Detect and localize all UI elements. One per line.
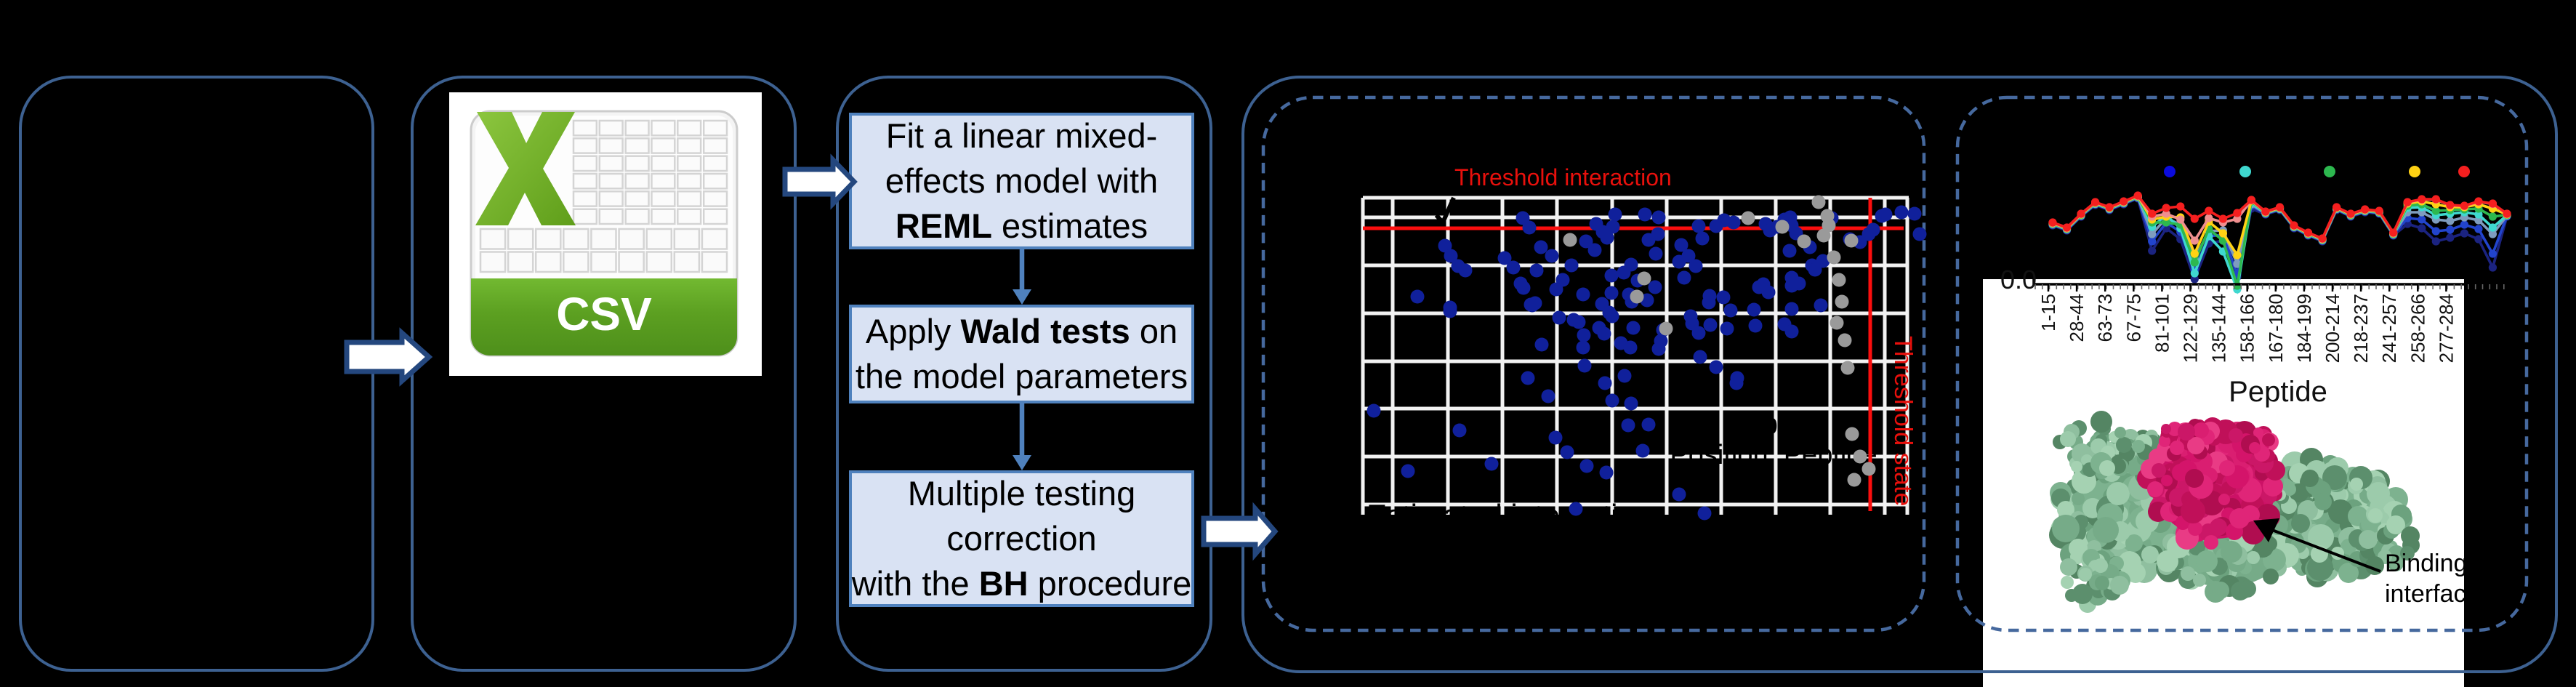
svg-text:Position: Peptide: Position: Peptide xyxy=(1670,440,1877,470)
svg-text:67-75: 67-75 xyxy=(2122,294,2144,342)
svg-text:interface: interface xyxy=(2385,580,2464,608)
svg-text:241-257: 241-257 xyxy=(2378,294,2400,363)
svg-text:158-166: 158-166 xyxy=(2237,294,2258,363)
svg-text:0.0: 0.0 xyxy=(2000,265,2037,294)
svg-text:81-101: 81-101 xyxy=(2151,294,2173,353)
svg-text:122-129: 122-129 xyxy=(2180,294,2202,363)
svg-text:28-44: 28-44 xyxy=(2066,294,2088,342)
svg-text:1-15: 1-15 xyxy=(2037,294,2059,332)
svg-text:63-73: 63-73 xyxy=(2094,294,2116,342)
svg-text:Threshold interaction: Threshold interaction xyxy=(1454,164,1672,190)
svg-text:167-180: 167-180 xyxy=(2265,294,2287,363)
svg-text:184-199: 184-199 xyxy=(2293,294,2315,363)
svg-text:Peptide: Peptide xyxy=(2229,376,2327,408)
svg-text:CSV: CSV xyxy=(556,288,652,340)
svg-text:258-266: 258-266 xyxy=(2407,294,2428,363)
svg-text:Estimated interaction: Estimated interaction xyxy=(1367,498,1651,532)
svg-text:200-214: 200-214 xyxy=(2322,294,2343,363)
svg-text:peptide: peptide xyxy=(1727,406,1827,441)
svg-text:277-284: 277-284 xyxy=(2435,294,2457,363)
svg-text:Threshold state: Threshold state xyxy=(1889,336,1917,506)
svg-text:135-144: 135-144 xyxy=(2208,294,2230,363)
svg-text:Binding: Binding xyxy=(2385,550,2464,577)
svg-text:218-237: 218-237 xyxy=(2350,294,2372,363)
